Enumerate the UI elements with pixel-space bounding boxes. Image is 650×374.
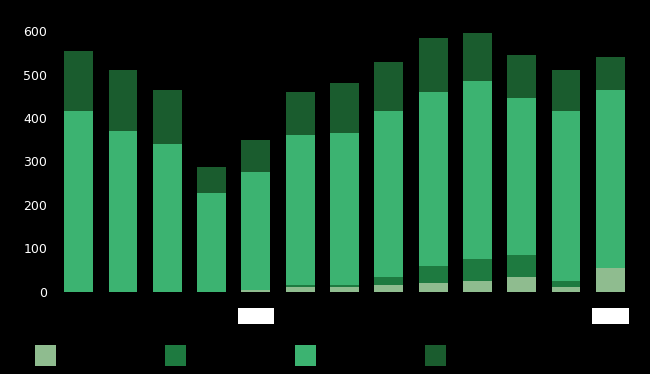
Bar: [552, 111, 580, 281]
Bar: [286, 287, 315, 292]
Bar: [330, 285, 359, 287]
Text: 2021: 2021: [595, 311, 626, 321]
Bar: [508, 255, 536, 276]
Bar: [596, 57, 625, 90]
Bar: [374, 111, 403, 276]
Bar: [153, 144, 181, 292]
Bar: [197, 193, 226, 292]
Bar: [374, 285, 403, 292]
Bar: [552, 70, 580, 111]
Bar: [463, 281, 492, 292]
Bar: [374, 276, 403, 285]
Bar: [419, 38, 448, 92]
Bar: [330, 287, 359, 292]
Bar: [463, 81, 492, 259]
Bar: [241, 172, 270, 289]
Bar: [508, 276, 536, 292]
Bar: [508, 98, 536, 255]
Bar: [552, 287, 580, 292]
Bar: [153, 90, 181, 144]
Bar: [286, 92, 315, 135]
Bar: [109, 70, 137, 131]
Bar: [596, 90, 625, 268]
Bar: [374, 62, 403, 111]
Bar: [419, 266, 448, 283]
Bar: [419, 92, 448, 266]
Bar: [241, 140, 270, 172]
Text: 2020: 2020: [240, 311, 271, 321]
Bar: [463, 259, 492, 281]
Bar: [508, 55, 536, 98]
Bar: [241, 289, 270, 292]
Bar: [64, 111, 93, 292]
Bar: [330, 133, 359, 285]
Bar: [419, 283, 448, 292]
Bar: [330, 83, 359, 133]
Bar: [552, 281, 580, 287]
Bar: [109, 131, 137, 292]
Bar: [286, 285, 315, 287]
Bar: [463, 33, 492, 81]
Bar: [596, 268, 625, 292]
Bar: [64, 50, 93, 111]
Bar: [197, 167, 226, 193]
Bar: [286, 135, 315, 285]
